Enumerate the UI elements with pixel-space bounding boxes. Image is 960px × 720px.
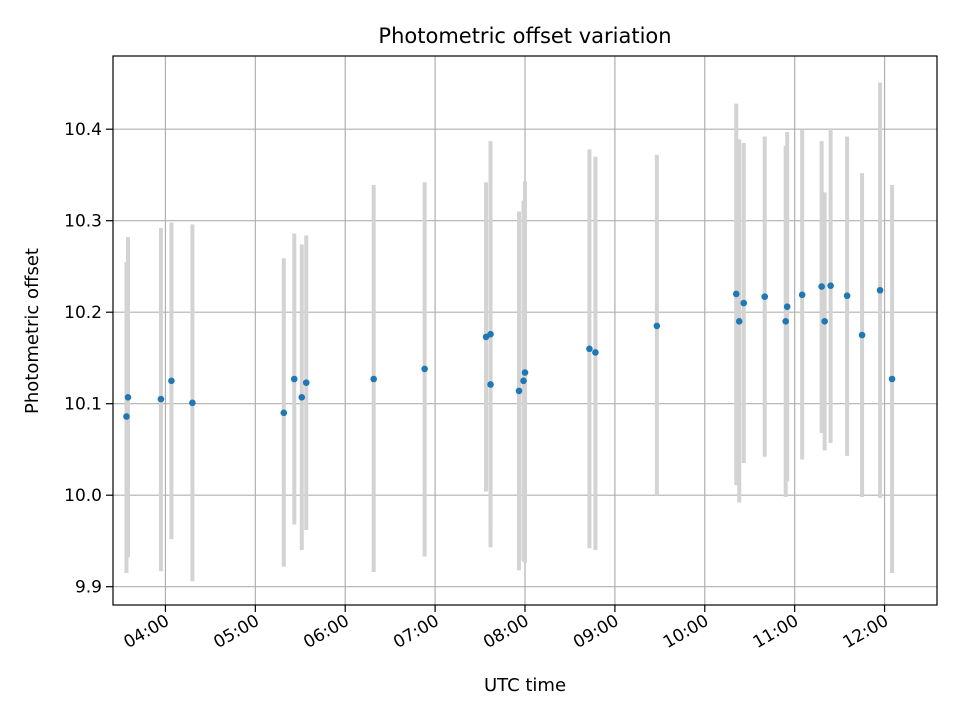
data-point [592, 349, 599, 356]
data-point [586, 345, 593, 353]
y-axis-ticks: 9.9 10.0 10.1 10.2 10.3 10.4 [64, 120, 113, 598]
data-points [123, 282, 896, 420]
data-point [124, 393, 132, 401]
data-point [827, 282, 834, 289]
data-point [761, 293, 769, 300]
y-axis-label: Photometric offset [22, 248, 43, 414]
data-point [821, 318, 828, 325]
data-point [783, 303, 791, 311]
data-point [168, 377, 175, 385]
data-point [888, 375, 896, 383]
data-point [370, 375, 377, 383]
data-point [843, 292, 851, 300]
x-axis-label: UTC time [484, 675, 566, 696]
data-point [782, 318, 789, 325]
data-point [189, 399, 196, 407]
chart-title: Photometric offset variation [378, 24, 671, 48]
data-point [157, 395, 165, 403]
y-tick-label: 9.9 [75, 578, 102, 598]
data-point [487, 330, 494, 338]
y-tick-label: 10.0 [64, 486, 102, 506]
data-point [653, 322, 661, 330]
data-point [302, 379, 310, 386]
data-point [732, 290, 740, 298]
data-point [521, 369, 529, 376]
y-tick-label: 10.3 [64, 212, 102, 232]
data-point [290, 375, 298, 383]
y-tick-label: 10.1 [64, 395, 102, 415]
data-point [740, 299, 748, 307]
data-point [858, 331, 866, 339]
data-point [123, 413, 130, 420]
data-point [876, 286, 884, 294]
data-point [798, 291, 806, 299]
data-point [818, 283, 825, 290]
data-point [515, 387, 523, 395]
data-point [280, 409, 288, 417]
data-point [298, 393, 306, 401]
data-point [421, 365, 428, 373]
data-point [487, 381, 494, 388]
y-tick-label: 10.4 [64, 120, 102, 140]
data-point [735, 318, 743, 325]
data-point [520, 377, 527, 385]
y-tick-label: 10.2 [64, 303, 102, 323]
